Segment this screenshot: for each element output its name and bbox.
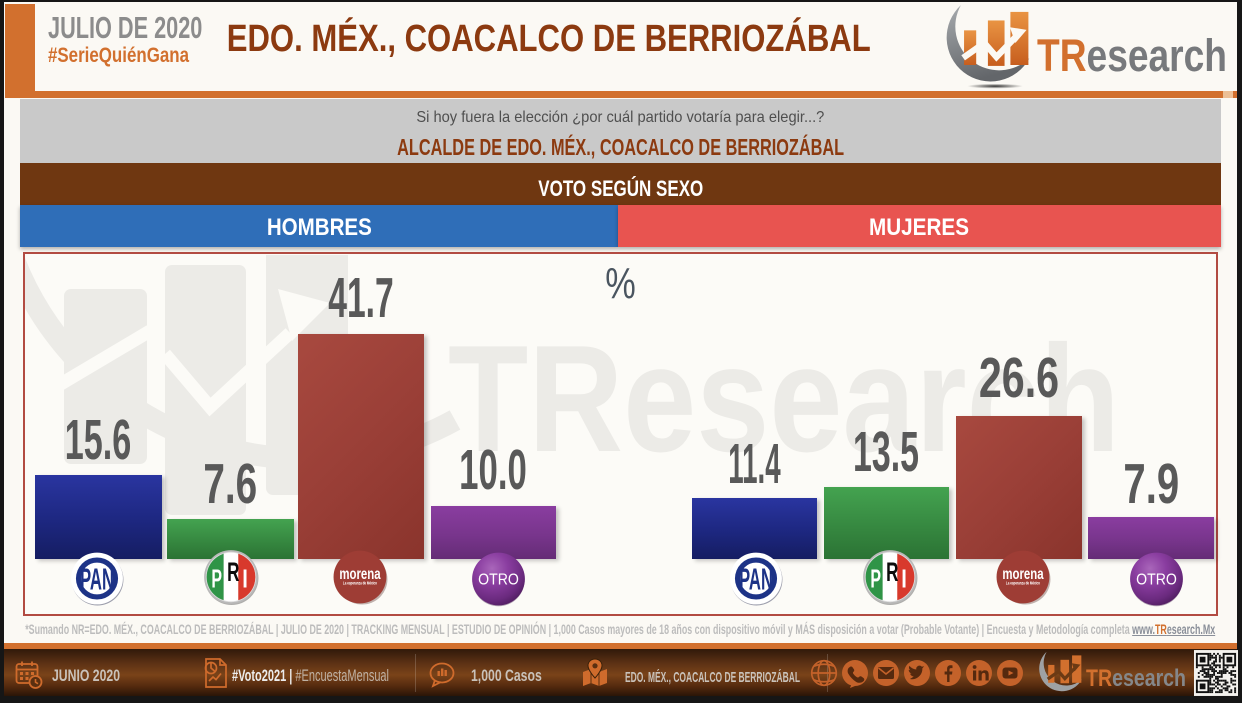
svg-text:I: I xyxy=(242,566,248,594)
svg-text:La esperanza de México: La esperanza de México xyxy=(343,581,377,586)
svg-text:PAN: PAN xyxy=(80,563,114,596)
svg-text:P: P xyxy=(211,566,222,594)
svg-text:I: I xyxy=(901,566,907,594)
svg-text:R: R xyxy=(227,557,239,587)
svg-text:OTRO: OTRO xyxy=(1136,572,1177,589)
svg-text:morena: morena xyxy=(1002,566,1044,583)
svg-text:La esperanza de México: La esperanza de México xyxy=(1006,581,1040,586)
svg-text:R: R xyxy=(886,557,898,587)
svg-text:OTRO: OTRO xyxy=(478,572,519,589)
svg-text:morena: morena xyxy=(340,566,382,583)
svg-text:PAN: PAN xyxy=(739,563,773,596)
svg-text:P: P xyxy=(871,566,882,594)
